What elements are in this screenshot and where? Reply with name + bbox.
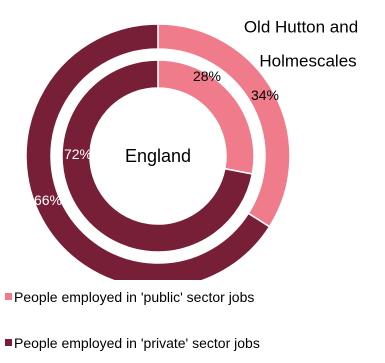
legend-item-private: People employed in 'private' sector jobs [5,335,260,351]
outer-ring [25,23,291,280]
legend-label-private: People employed in 'private' sector jobs [14,335,260,351]
legend-item-public: People employed in 'public' sector jobs [5,289,254,305]
inner-value-label-private: 72% [64,146,92,162]
inner-ring [61,59,255,253]
legend-swatch-public [5,292,12,300]
outer-series-label-line1: Old Hutton and [244,18,358,37]
nested-donut-chart: 34% 66% 28% 72% England Old Hutton and Holm… [25,18,358,280]
inner-value-label-public: 28% [193,68,221,84]
center-label: England [125,146,191,166]
outer-ring-slice-private [25,23,271,280]
inner-ring-slice-private [61,59,254,253]
outer-value-label-private: 66% [34,192,62,208]
outer-value-label-public: 34% [251,87,279,103]
legend-swatch-private [5,338,12,346]
value-labels: 34% 66% 28% 72% [34,68,279,208]
legend-label-public: People employed in 'public' sector jobs [14,289,255,305]
outer-series-label-line2: Holmescales [259,52,356,71]
